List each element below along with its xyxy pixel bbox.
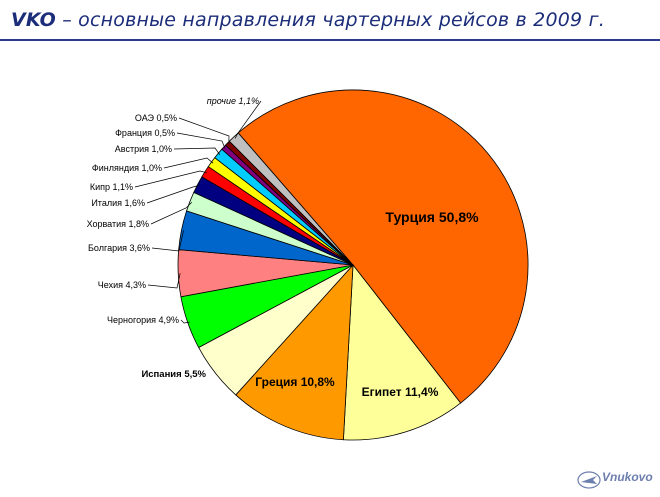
leader-line-12 [176,132,226,149]
slice-label-11: Австрия 1,0% [115,144,172,154]
slice-label-7: Хорватия 1,8% [87,219,149,229]
pie-slice-0 [237,89,529,404]
leader-line-7 [150,202,193,225]
title-underline [0,39,660,41]
pie-slice-1 [342,263,462,441]
leader-line-13 [178,117,230,145]
page-title: VKO – основные направления чартерных рей… [11,9,605,31]
slice-label-3: Испания 5,5% [141,369,206,380]
slice-label-4: Черногория 4,9% [107,315,179,325]
slice-label-0: Турция 50,8% [385,209,479,225]
pie-slice-2 [235,263,354,441]
slice-label-1: Египет 11,4% [362,385,439,399]
slice-label-5: Чехия 4,3% [98,280,146,290]
leader-line-11 [173,147,221,155]
leader-line-9 [134,170,207,188]
slice-label-13: ОАЭ 0,5% [135,113,177,123]
slice-label-8: Италия 1,6% [91,198,145,208]
leader-line-5 [147,273,181,289]
slice-label-6: Болгария 3,6% [88,243,150,253]
vnukovo-logo: Vnukovo [577,468,657,492]
leader-line-14 [234,100,262,139]
slice-label-12: Франция 0,5% [115,128,175,138]
leader-line-8 [146,185,200,204]
title-code: VKO [11,9,56,31]
slice-label-9: Кипр 1,1% [90,182,133,192]
slice-label-2: Греция 10,8% [255,375,335,389]
logo-text: Vnukovo [602,470,653,484]
leader-line-6 [151,230,184,252]
leader-line-10 [163,157,214,169]
slice-label-14: прочие 1,1% [207,96,259,106]
plane-icon [577,471,601,489]
slice-label-10: Финляндия 1,0% [92,163,162,173]
leader-line-4 [180,319,190,324]
title-text: – основные направления чартерных рейсов … [55,9,605,31]
